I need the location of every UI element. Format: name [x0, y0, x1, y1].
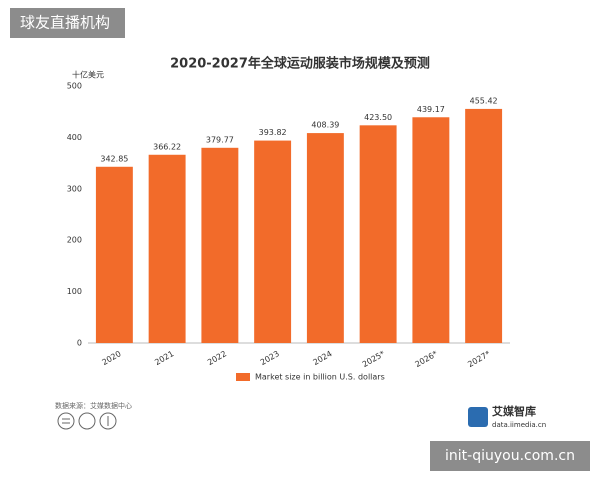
value-label: 423.50	[364, 113, 392, 122]
logo-url: data.iimedia.cn	[492, 421, 546, 429]
value-label: 408.39	[311, 121, 339, 130]
y-tick-label: 400	[67, 133, 82, 142]
bar	[465, 108, 503, 343]
y-tick-label: 0	[77, 339, 82, 348]
bar	[254, 140, 292, 343]
logo-name: 艾媒智库	[492, 404, 536, 418]
y-axis-label: 十亿美元	[72, 70, 104, 80]
value-label: 439.17	[417, 105, 445, 114]
value-label: 379.77	[206, 135, 234, 144]
value-label: 393.82	[259, 128, 287, 137]
value-label: 366.22	[153, 142, 181, 151]
y-tick-label: 200	[67, 236, 82, 245]
legend-label: Market size in billion U.S. dollars	[255, 373, 385, 382]
bar	[95, 166, 133, 343]
watermark: 球友直播机构	[20, 14, 110, 32]
bar	[148, 154, 186, 343]
y-tick-label: 500	[67, 82, 82, 91]
bar	[359, 125, 397, 343]
y-tick-label: 100	[67, 287, 82, 296]
legend-swatch	[236, 373, 250, 381]
source: 数据来源：艾媒数据中心	[55, 401, 132, 410]
logo-icon	[468, 407, 488, 427]
y-tick-label: 300	[67, 184, 82, 193]
license-icons	[57, 412, 117, 430]
site: init-qiuyou.com.cn	[445, 448, 575, 464]
bar	[306, 133, 344, 343]
value-label: 455.42	[470, 96, 498, 105]
value-label: 342.85	[100, 154, 128, 163]
bar	[201, 147, 239, 343]
chart-title: 2020-2027年全球运动服装市场规模及预测	[170, 56, 430, 72]
watermark-box	[10, 8, 125, 38]
site-box	[430, 441, 590, 471]
bar	[412, 117, 450, 343]
